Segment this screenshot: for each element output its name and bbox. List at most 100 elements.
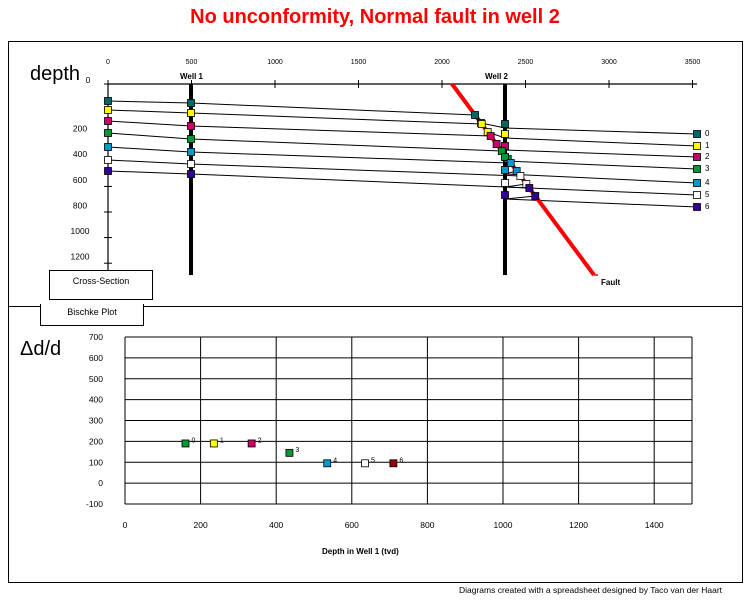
bischke-x-tick-label: 1200 (569, 520, 588, 530)
horizon-marker (187, 122, 195, 130)
horizon-marker (477, 120, 486, 128)
bischke-x-tick-label: 800 (420, 520, 434, 530)
bischke-grid (124, 336, 693, 505)
horizon-line-footwall (487, 131, 698, 147)
horizon-label: 5 (705, 190, 710, 199)
horizon-labels: 0 1 2 3 4 5 6 (705, 129, 710, 211)
cross-section-panel: depth 0 500 1000 1500 2000 2500 3000 3500 0 200 4… (30, 59, 710, 287)
horizon-marker (104, 167, 112, 175)
well-1-label: Well 1 (180, 72, 204, 81)
bischke-point (181, 439, 190, 448)
diagram-frame (8, 41, 743, 583)
horizon-marker (501, 120, 509, 128)
bischke-point-label: 4 (333, 457, 337, 464)
horizon-label: 0 (705, 129, 710, 138)
horizon-marker (187, 160, 195, 168)
depth-axis-tick-label: 200 (73, 124, 87, 134)
bischke-y-tick-label: 300 (89, 416, 103, 426)
horizon-label: 1 (705, 141, 710, 150)
horizon-marker (693, 130, 701, 138)
horizon-line-footwall (504, 170, 698, 184)
horizon-marker (187, 148, 195, 156)
horizon-marker (104, 106, 112, 114)
horizon-line-hanging-wall (107, 100, 476, 116)
horizon-marker (693, 203, 701, 211)
horizon-marker (187, 99, 195, 107)
horizon-marker (492, 140, 501, 148)
horizon-marker (104, 156, 112, 164)
depth-axis-tick-label: 600 (73, 175, 87, 185)
bischke-point (389, 459, 398, 468)
bischke-y-axis-title: Δd/d (20, 338, 61, 360)
bischke-y-tick-label: 400 (89, 395, 103, 405)
bischke-x-tick-label: 0 (123, 520, 128, 530)
horizon-marker (693, 153, 701, 161)
horizon-marker (486, 132, 495, 140)
top-axis-ticks: 0 500 1000 1500 2000 2500 3000 3500 (106, 59, 700, 88)
bischke-x-axis-title: Depth in Well 1 (tvd) (322, 547, 399, 556)
horizon-label: 6 (705, 202, 710, 211)
bischke-y-tick-label: 0 (98, 478, 103, 488)
horizon-line-hanging-wall (107, 120, 491, 137)
horizon-line-footwall (480, 122, 698, 135)
bischke-point-label: 2 (258, 437, 262, 444)
horizon-marker (187, 109, 195, 117)
horizon-marker (501, 153, 509, 161)
horizon-marker (501, 179, 509, 187)
top-axis-tick-label: 3500 (685, 59, 701, 66)
horizon-marker (531, 192, 540, 200)
bischke-y-tick-label: 700 (89, 332, 103, 342)
top-axis-tick-label: 1000 (267, 59, 283, 66)
horizon-marker (506, 159, 515, 167)
bischke-point (209, 439, 218, 448)
bischke-point (323, 459, 332, 468)
well-2-label: Well 2 (485, 72, 509, 81)
horizon-line-footwall (503, 158, 698, 170)
bischke-x-tick-label: 200 (194, 520, 208, 530)
bischke-y-tick-label: -100 (86, 499, 103, 509)
bischke-x-tick-label: 400 (269, 520, 283, 530)
horizon-label: 2 (705, 152, 710, 161)
bischke-y-tick-label: 100 (89, 457, 103, 467)
cross-section-button[interactable]: Cross-Section (49, 270, 153, 300)
bischke-x-tick-label: 600 (345, 520, 359, 530)
depth-axis-tick-label: 0 (86, 75, 91, 85)
depth-axis-tick-label: 400 (73, 149, 87, 159)
horizon-marker (693, 165, 701, 173)
horizon-marker (471, 111, 479, 119)
horizon-markers (104, 97, 701, 211)
top-axis-tick-label: 0 (106, 59, 110, 66)
horizon-label: 4 (705, 178, 710, 187)
horizon-marker (516, 172, 525, 180)
depth-axis-tick-label: 1000 (71, 226, 90, 236)
horizon-line-footwall (496, 143, 698, 158)
bischke-y-tick-label: 500 (89, 374, 103, 384)
credit-text: Diagrams created with a spreadsheet desi… (459, 585, 723, 595)
depth-axis-tick-label: 800 (73, 200, 87, 210)
horizon-marker (104, 117, 112, 125)
bischke-point (285, 448, 294, 457)
horizon-lines (107, 100, 698, 208)
bischke-point (247, 439, 256, 448)
bischke-point-label: 3 (295, 447, 299, 454)
top-axis-tick-label: 2000 (434, 59, 450, 66)
horizon-marker (525, 184, 534, 192)
bischke-plot-button[interactable]: Bischke Plot (40, 304, 144, 326)
horizon-marker (501, 130, 509, 138)
bischke-x-tick-label: 1400 (645, 520, 664, 530)
top-axis-tick-label: 1500 (351, 59, 367, 66)
horizon-label: 3 (705, 164, 710, 173)
fault-label: Fault (601, 278, 620, 287)
horizon-marker (104, 143, 112, 151)
top-axis-tick-label: 2500 (518, 59, 534, 66)
top-axis-tick-label: 3000 (601, 59, 617, 66)
bischke-points: 0 1 2 3 4 5 6 (181, 437, 403, 468)
bischke-x-tick-label: 1000 (494, 520, 513, 530)
panel-divider (8, 306, 743, 307)
horizon-marker (104, 97, 112, 105)
horizon-marker (104, 129, 112, 137)
horizon-marker (501, 191, 509, 199)
bischke-y-tick-label: 600 (89, 353, 103, 363)
